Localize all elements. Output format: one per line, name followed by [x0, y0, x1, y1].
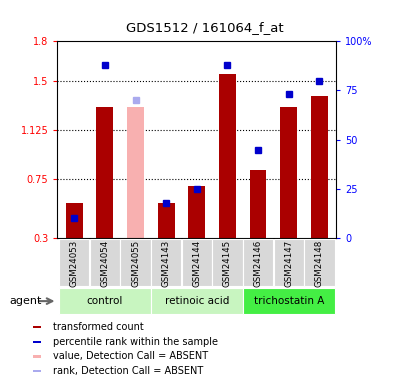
Text: percentile rank within the sample: percentile rank within the sample — [53, 337, 218, 347]
FancyBboxPatch shape — [151, 238, 181, 286]
Bar — [96, 107, 113, 238]
FancyBboxPatch shape — [59, 238, 89, 286]
Text: GSM24143: GSM24143 — [161, 240, 170, 287]
Text: retinoic acid: retinoic acid — [164, 296, 229, 306]
Bar — [310, 96, 327, 238]
Bar — [188, 186, 205, 238]
Bar — [32, 341, 41, 343]
Text: transformed count: transformed count — [53, 322, 144, 332]
Text: GSM24055: GSM24055 — [131, 240, 140, 287]
FancyBboxPatch shape — [151, 288, 242, 314]
Bar — [32, 326, 41, 328]
Text: control: control — [86, 296, 123, 306]
Text: GSM24053: GSM24053 — [70, 240, 79, 287]
FancyBboxPatch shape — [242, 288, 334, 314]
Text: rank, Detection Call = ABSENT: rank, Detection Call = ABSENT — [53, 366, 203, 375]
FancyBboxPatch shape — [303, 238, 334, 286]
FancyBboxPatch shape — [120, 238, 151, 286]
Bar — [249, 170, 266, 238]
Bar — [157, 202, 174, 238]
FancyBboxPatch shape — [273, 238, 303, 286]
FancyBboxPatch shape — [59, 288, 151, 314]
FancyBboxPatch shape — [90, 238, 120, 286]
Bar — [32, 370, 41, 372]
Text: GDS1512 / 161064_f_at: GDS1512 / 161064_f_at — [126, 21, 283, 34]
Text: GSM24145: GSM24145 — [222, 240, 231, 287]
Text: agent: agent — [9, 296, 41, 306]
Bar — [32, 355, 41, 357]
Bar — [66, 202, 83, 238]
FancyBboxPatch shape — [181, 238, 211, 286]
Text: GSM24147: GSM24147 — [283, 240, 292, 287]
Bar — [218, 74, 235, 238]
Bar — [280, 107, 297, 238]
Bar — [127, 107, 144, 238]
Text: GSM24146: GSM24146 — [253, 240, 262, 287]
Text: GSM24144: GSM24144 — [192, 240, 201, 287]
Text: GSM24148: GSM24148 — [314, 240, 323, 287]
FancyBboxPatch shape — [212, 238, 242, 286]
Text: value, Detection Call = ABSENT: value, Detection Call = ABSENT — [53, 351, 208, 361]
FancyBboxPatch shape — [242, 238, 272, 286]
Text: GSM24054: GSM24054 — [100, 240, 109, 287]
Text: trichostatin A: trichostatin A — [253, 296, 323, 306]
